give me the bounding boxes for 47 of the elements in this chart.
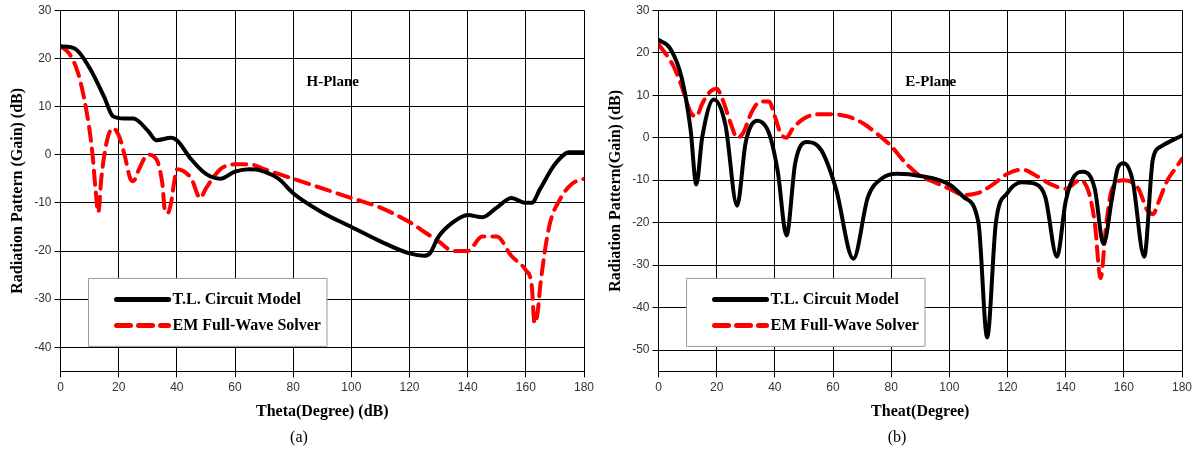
x-axis-title: Theat(Degree) <box>871 401 970 420</box>
x-tick-label: 80 <box>286 379 301 394</box>
y-tick-label: -30 <box>632 257 650 272</box>
y-tick-label: -40 <box>632 299 650 314</box>
legend-label: T.L. Circuit Model <box>770 289 900 307</box>
x-tick-label: 0 <box>57 379 65 394</box>
y-tick-label: 20 <box>38 50 52 65</box>
x-tick-label: 180 <box>1171 379 1193 394</box>
y-tick-label: -20 <box>632 214 650 229</box>
x-tick-label: 120 <box>399 379 420 394</box>
x-tick-label: 60 <box>228 379 243 394</box>
x-tick-label: 160 <box>1113 379 1135 394</box>
x-tick-label: 0 <box>655 379 663 394</box>
y-tick-label: -10 <box>632 172 650 187</box>
legend-label: EM Full-Wave Solver <box>770 315 919 333</box>
text: (b) <box>886 428 908 446</box>
x-axis-title: Theta(Degree) (dB) <box>255 401 389 420</box>
legend-label: EM Full-Wave Solver <box>172 315 321 333</box>
y-tick-label: 10 <box>38 98 52 113</box>
x-tick-label: 140 <box>457 379 479 394</box>
x-tick-label: 180 <box>573 379 595 394</box>
x-tick-label: 60 <box>826 379 841 394</box>
y-tick-label: 0 <box>642 129 650 144</box>
y-axis-title: Radiation Pattern(Gain) (dB) <box>605 89 624 292</box>
x-tick-label: 140 <box>1055 379 1077 394</box>
y-axis-title: Radiation Pattern (Gain) (dB) <box>7 87 26 294</box>
legend-label: T.L. Circuit Model <box>172 289 302 307</box>
y-tick-label: -40 <box>34 339 52 354</box>
x-tick-label: 120 <box>997 379 1018 394</box>
x-tick-label: 20 <box>710 379 724 394</box>
x-tick-label: 40 <box>170 379 184 394</box>
x-tick-label: 40 <box>768 379 782 394</box>
y-tick-label: 30 <box>636 2 650 17</box>
x-tick-label: 80 <box>884 379 899 394</box>
y-tick-label: 20 <box>636 45 650 60</box>
x-tick-label: 100 <box>939 379 960 394</box>
y-tick-label: 30 <box>38 2 52 17</box>
y-tick-label: -10 <box>34 195 52 210</box>
x-tick-label: 20 <box>112 379 126 394</box>
x-tick-label: 100 <box>341 379 362 394</box>
text: (a) <box>289 428 309 446</box>
y-tick-label: 10 <box>636 87 650 102</box>
y-tick-label: -50 <box>632 342 650 357</box>
y-tick-label: -20 <box>34 243 52 258</box>
y-tick-label: -30 <box>34 291 52 306</box>
y-tick-label: 0 <box>44 146 52 161</box>
x-tick-label: 160 <box>515 379 537 394</box>
